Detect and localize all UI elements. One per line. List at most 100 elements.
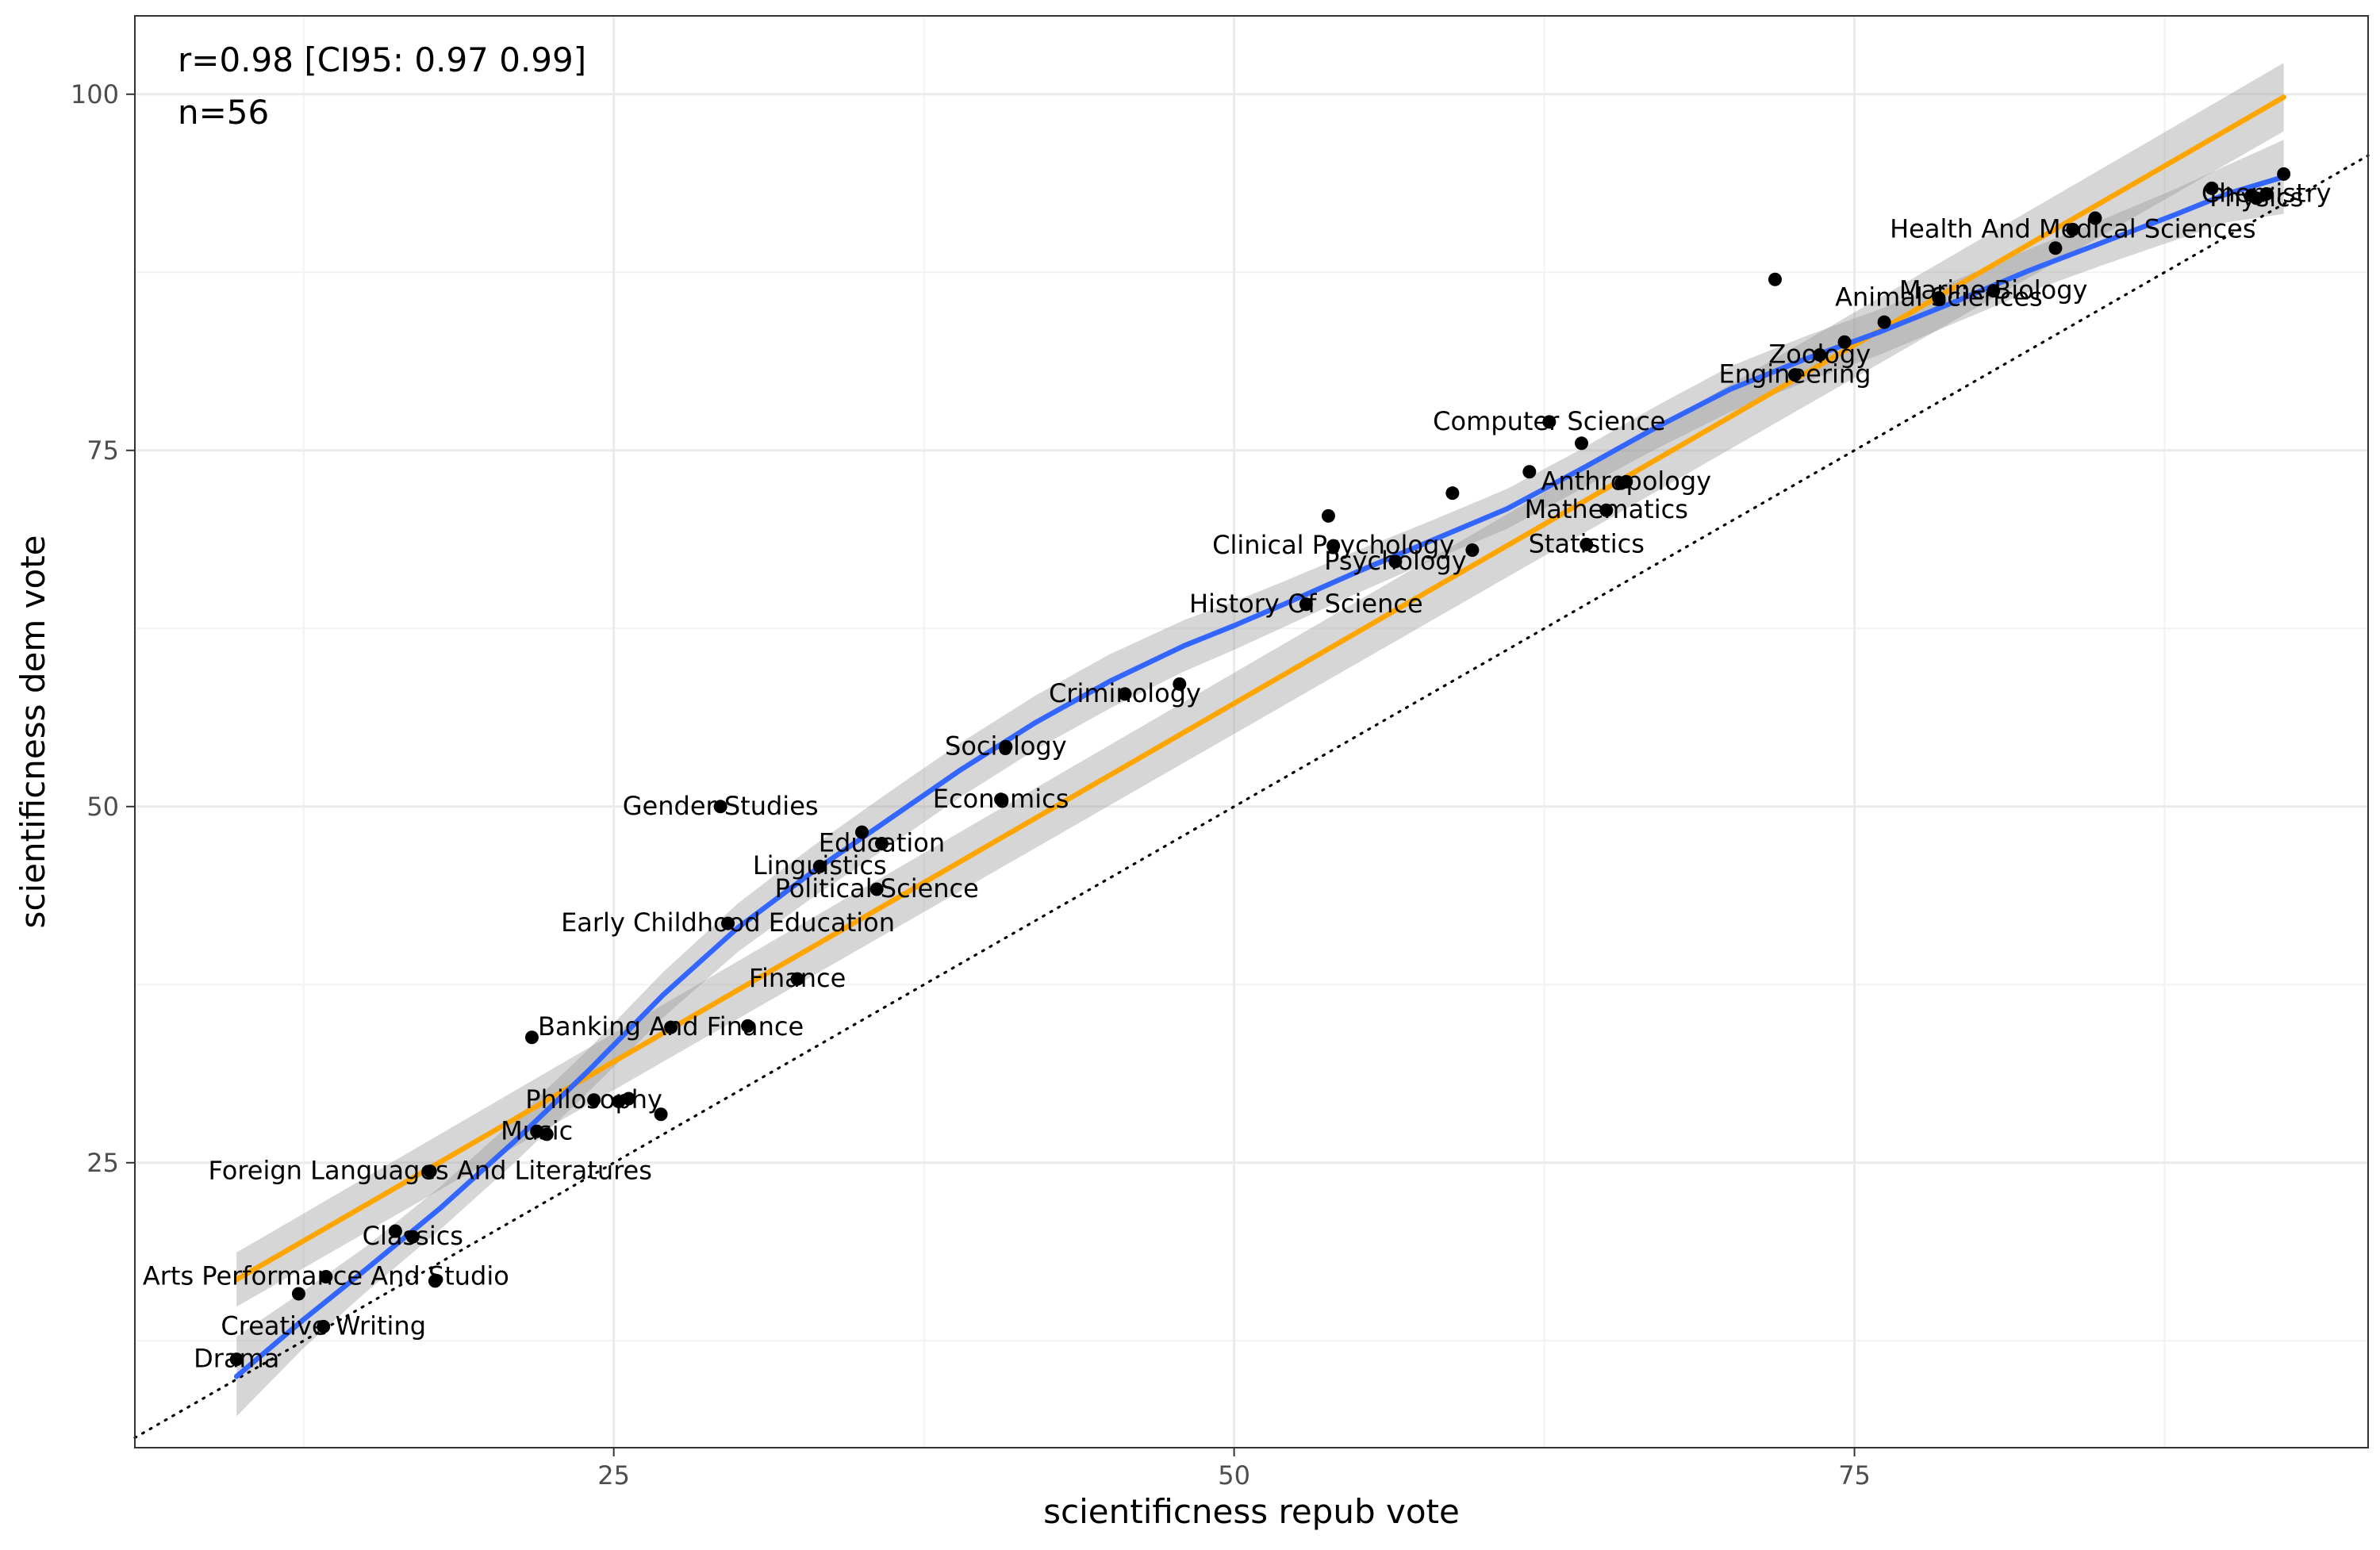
data-point <box>1299 597 1313 612</box>
y-tick-label: 50 <box>86 792 119 822</box>
data-point <box>741 1019 755 1033</box>
point-label: Animal Sciences <box>1835 282 2043 313</box>
data-point <box>405 1230 420 1244</box>
point-label: Chemistry <box>2202 178 2332 209</box>
data-point <box>1768 272 1782 286</box>
data-point <box>812 859 827 873</box>
point-label: Education <box>819 827 945 857</box>
data-point <box>319 1269 333 1283</box>
data-point <box>423 1164 437 1179</box>
x-tick-label: 75 <box>1838 1460 1871 1491</box>
point-label: Gender Studies <box>623 791 819 821</box>
identity-reference-line <box>133 154 2370 1440</box>
data-point <box>1932 291 1946 305</box>
data-point <box>2066 222 2080 236</box>
point-label: Health And Medical Sciences <box>1890 213 2255 244</box>
x-tick-label: 25 <box>597 1460 630 1491</box>
point-label: Clinical Psychology <box>1212 530 1454 560</box>
grid-layer <box>135 16 2368 1448</box>
point-label: Marine Biology <box>1899 275 2088 305</box>
data-point <box>2048 241 2063 255</box>
data-point <box>1987 284 2001 298</box>
data-point <box>229 1352 244 1367</box>
data-point <box>664 1020 678 1034</box>
data-point <box>999 739 1013 754</box>
data-point <box>790 972 804 986</box>
data-point <box>1580 537 1594 551</box>
point-label: Linguistics <box>753 850 887 881</box>
point-label: Psychology <box>1324 546 1467 576</box>
data-point <box>2259 187 2274 201</box>
point-label: Creative Writing <box>221 1310 426 1341</box>
point-label: Finance <box>749 963 846 993</box>
axes: 25 50 75 25 50 75 100 <box>71 79 1871 1491</box>
data-point <box>621 1092 635 1106</box>
point-label: Political Science <box>775 873 979 904</box>
y-tick-label: 100 <box>71 79 119 109</box>
data-point <box>713 800 727 814</box>
point-label: Early Childhood Education <box>561 907 895 938</box>
data-point <box>1599 503 1614 517</box>
data-point <box>428 1274 442 1288</box>
point-label: Economics <box>933 784 1069 814</box>
data-point <box>317 1319 331 1333</box>
data-point <box>869 882 884 896</box>
data-point <box>2088 211 2102 225</box>
data-point <box>874 836 889 850</box>
loess_fit-ci-band <box>236 140 2284 1417</box>
point-label: Music <box>501 1115 573 1145</box>
data-point <box>2277 167 2291 181</box>
y-axis-title: scientificness dem vote <box>13 535 52 929</box>
data-point <box>1787 368 1802 382</box>
point-label: Sociology <box>945 731 1067 761</box>
point-label: Philosophy <box>525 1084 662 1115</box>
point-label: Banking And Finance <box>538 1011 804 1042</box>
data-point <box>2244 188 2259 202</box>
data-point <box>654 1107 668 1122</box>
data-point <box>1321 508 1335 523</box>
data-point <box>1173 677 1187 691</box>
x-tick-label: 50 <box>1218 1460 1250 1491</box>
data-point <box>1326 539 1341 553</box>
data-point <box>1877 315 1891 329</box>
data-point <box>1522 465 1537 479</box>
data-point <box>721 916 735 930</box>
data-point <box>994 792 1008 807</box>
point-label: Arts Performance And Studio <box>143 1260 509 1291</box>
data-point <box>1465 543 1480 558</box>
identity-line <box>133 154 2370 1440</box>
point-label: Mathematics <box>1525 494 1688 524</box>
data-point <box>2205 181 2219 195</box>
data-point <box>388 1224 402 1238</box>
data-point <box>291 1287 305 1301</box>
sample-size-annotation: n=56 <box>178 93 269 132</box>
data-point <box>1542 415 1557 429</box>
point-label: Physics <box>2209 182 2303 213</box>
point-label: Foreign Languages And Literatures <box>208 1156 651 1186</box>
loess_fit-line <box>233 174 2286 1379</box>
data-point <box>1837 335 1852 349</box>
point-label: Statistics <box>1529 528 1645 558</box>
y-tick-label: 75 <box>86 435 119 466</box>
point-label: Zoology <box>1768 339 1871 369</box>
point-label: History Of Science <box>1189 589 1423 619</box>
data-point <box>854 825 869 839</box>
data-point <box>1813 347 1827 362</box>
point-label: Engineering <box>1718 359 1871 389</box>
data-point <box>1574 436 1588 451</box>
confidence-bands <box>236 63 2284 1417</box>
y-tick-label: 25 <box>86 1148 119 1178</box>
point-label: Criminology <box>1049 678 1201 708</box>
data-points <box>229 167 2291 1367</box>
correlation-annotation: r=0.98 [CI95: 0.97 0.99] <box>178 40 586 79</box>
point-label: Classics <box>363 1221 463 1251</box>
point-label: Computer Science <box>1433 406 1665 436</box>
data-point <box>587 1093 601 1107</box>
point-label: Drama <box>194 1344 279 1374</box>
data-point <box>1614 476 1629 490</box>
x-axis-title: scientificness repub vote <box>1043 1492 1460 1531</box>
data-point <box>1445 486 1460 501</box>
